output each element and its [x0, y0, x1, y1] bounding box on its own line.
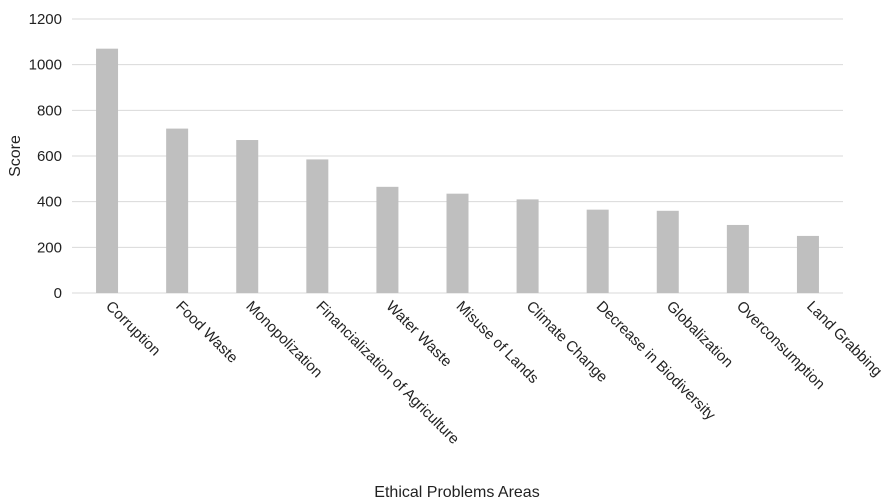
bar	[96, 48, 119, 293]
x-category-label: Financialization of Agriculture	[312, 298, 462, 448]
bar	[796, 235, 819, 293]
y-tick-label: 600	[37, 148, 62, 165]
bar	[166, 128, 189, 293]
bar	[516, 199, 539, 293]
bars	[96, 48, 819, 293]
bar	[446, 193, 469, 293]
x-category-label: Food Waste	[172, 298, 241, 367]
x-axis-title: Ethical Problems Areas	[374, 484, 539, 501]
y-axis-title: Score	[7, 135, 24, 177]
x-category-label: Water Waste	[383, 298, 456, 371]
x-category-label: Corruption	[102, 298, 164, 360]
x-category-label: Decrease in Biodiversity	[593, 298, 719, 424]
y-tick-label: 0	[54, 285, 62, 302]
y-axis-ticks: 0 200 400 600 800 1000 1200	[29, 11, 62, 302]
bar	[306, 159, 329, 293]
y-tick-label: 800	[37, 102, 62, 119]
x-category-label: Globalization	[663, 298, 736, 371]
y-tick-label: 1000	[29, 57, 62, 74]
bar	[586, 209, 609, 293]
y-tick-label: 400	[37, 194, 62, 211]
x-axis-categories: Corruption Food Waste MonopolizationFinanc…	[102, 298, 885, 448]
bar	[656, 210, 679, 293]
bar	[236, 140, 259, 293]
bar	[726, 224, 749, 293]
y-tick-label: 200	[37, 239, 62, 256]
bar	[376, 186, 399, 293]
y-tick-label: 1200	[29, 11, 62, 28]
